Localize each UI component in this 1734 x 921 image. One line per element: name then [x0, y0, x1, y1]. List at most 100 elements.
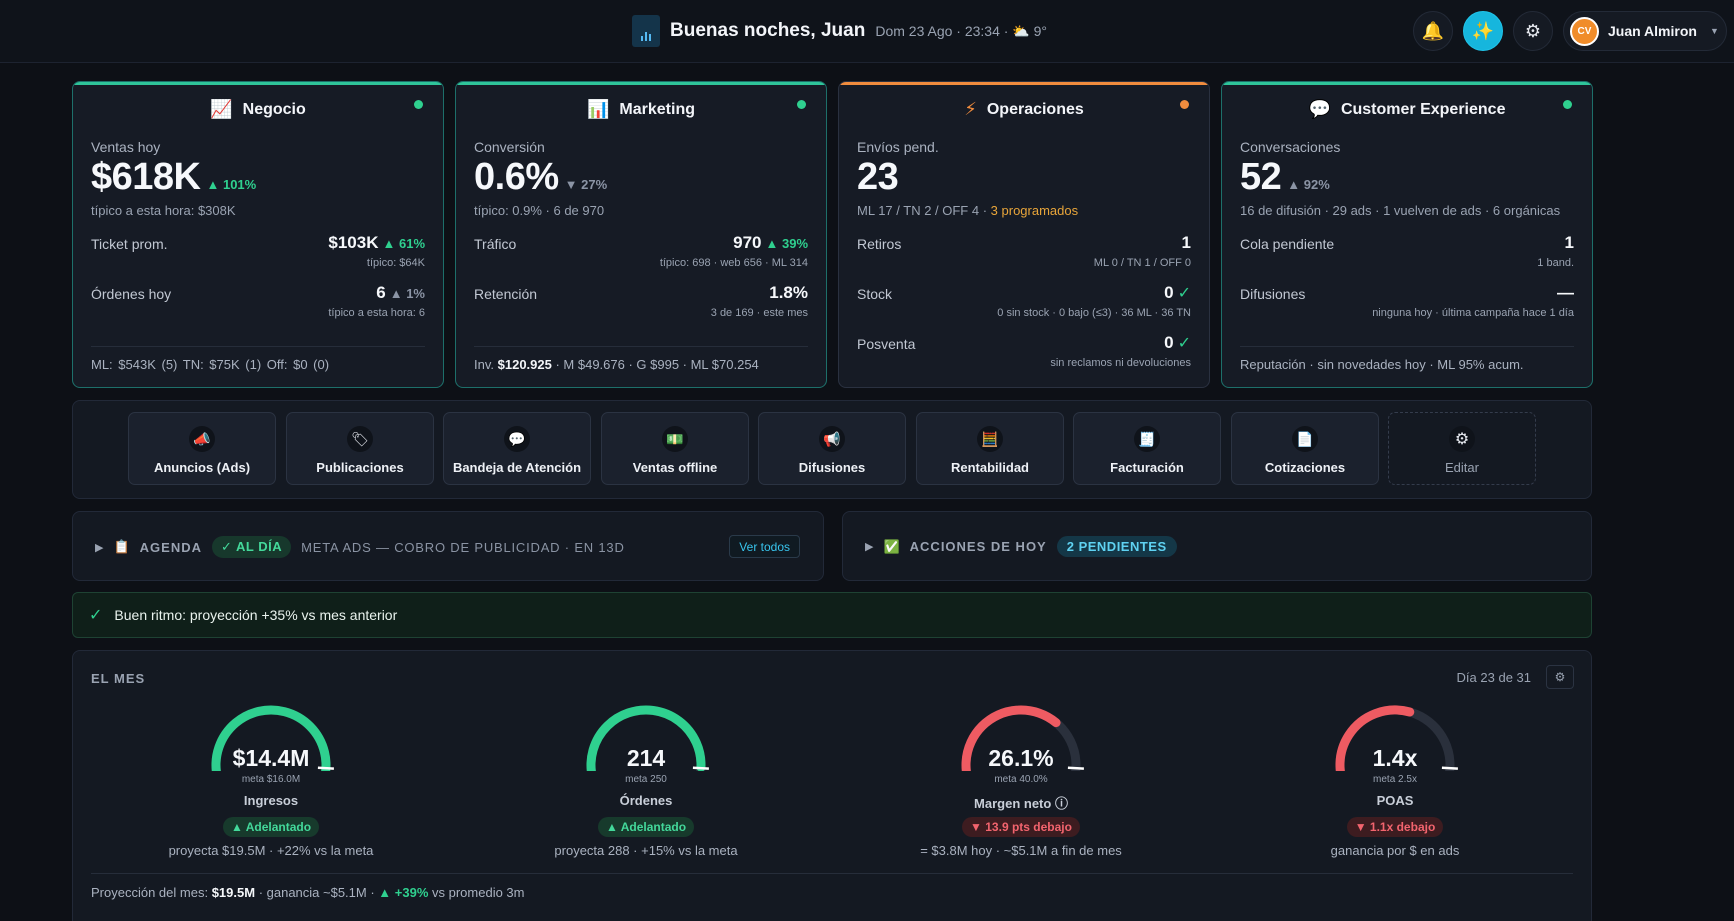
expand-triangle-icon[interactable]: ▶: [95, 541, 104, 554]
money-icon: 💵: [662, 426, 688, 452]
metric-row-trafico: Tráfico 970 ▲ 39% típico: 698 · web 656 ·…: [474, 232, 808, 272]
main-value: 23: [857, 156, 899, 198]
status-dot: [797, 100, 806, 109]
metric-row-ticket: Ticket prom. $103K ▲ 61% típico: $64K: [91, 232, 425, 272]
agenda-label: AGENDA: [139, 539, 202, 555]
row-detail: 1 band.: [1537, 257, 1574, 269]
chart-up-icon: 📈: [210, 99, 233, 119]
pending-badge: 2 PENDIENTES: [1056, 536, 1177, 557]
main-value: 0.6%: [474, 156, 559, 198]
main-metric: 0.6% ▼ 27%: [474, 156, 607, 199]
row-detail: 3 de 169 · este mes: [710, 307, 808, 319]
main-delta: ▼ 27%: [564, 177, 608, 192]
expand-triangle-icon[interactable]: ▶: [865, 541, 874, 553]
shortcut-ventas-offline[interactable]: 💵 Ventas offline: [601, 412, 749, 485]
app-logo[interactable]: [632, 15, 660, 47]
greeting-text: Buenas noches, Juan: [670, 20, 866, 41]
row-detail: típico a esta hora: 6: [328, 307, 425, 319]
gauge-arc: [586, 705, 709, 771]
gauge-arc: [961, 705, 1084, 771]
row-detail: típico: 698 · web 656 · ML 314: [659, 257, 808, 269]
acciones-panel[interactable]: ▶ ✅ ACCIONES DE HOY 2 PENDIENTES: [842, 511, 1592, 581]
check-icon: ✓: [1177, 335, 1191, 352]
main-metric: 52 ▲ 92%: [1240, 156, 1330, 199]
speech-bubble-icon: 💬: [1308, 99, 1331, 119]
shortcut-editar[interactable]: ⚙ Editar: [1388, 412, 1536, 485]
row-value: —: [1557, 283, 1574, 302]
sparkles-icon: ✨: [1471, 20, 1495, 41]
row-value: 0 ✓: [1164, 333, 1191, 352]
acciones-label: ACCIONES DE HOY: [909, 539, 1047, 554]
receipt-icon: 🧾: [1134, 426, 1160, 452]
gauge-meta: meta 40.0%: [994, 774, 1048, 785]
abacus-icon: 🧮: [977, 426, 1003, 452]
main-delta: ▲ 101%: [206, 177, 257, 192]
card-accent-line: [1222, 82, 1592, 85]
user-menu[interactable]: CV Juan Almiron ▼: [1563, 11, 1727, 51]
shortcut-bandeja[interactable]: 💬 Bandeja de Atención: [443, 412, 591, 485]
datetime-text: Dom 23 Ago · 23:34 · ⛅ 9°: [875, 22, 1048, 39]
month-settings-button[interactable]: ⚙: [1546, 665, 1574, 689]
shortcut-cotizaciones[interactable]: 📄 Cotizaciones: [1231, 412, 1379, 485]
gauge-badge: ▲ Adelantado: [141, 817, 401, 837]
row-label: Stock: [857, 286, 893, 302]
gauge-poas[interactable]: 1.4x meta 2.5x POAS ▼ 1.1x debajo gananc…: [1265, 701, 1525, 861]
gauge-badge: ▼ 13.9 pts debajo: [891, 817, 1151, 837]
main-label: Envíos pend.: [857, 139, 939, 155]
row-value: 0 ✓: [1164, 283, 1191, 302]
gear-icon: ⚙: [1449, 426, 1475, 452]
card-customer-experience[interactable]: 💬 Customer Experience Conversaciones 52 ▲ …: [1221, 81, 1593, 388]
gauge-target-marker: [1441, 766, 1458, 770]
gauge-meta: meta 250: [625, 774, 667, 785]
row-value: 1: [1181, 233, 1191, 252]
agenda-panel[interactable]: ▶ 📋 AGENDA ✓ AL DÍA META ADS — COBRO DE …: [72, 511, 824, 581]
card-marketing[interactable]: 📊 Marketing Conversión 0.6% ▼ 27% típico: …: [455, 81, 827, 388]
user-name: Juan Almiron: [1608, 23, 1697, 39]
status-dot: [414, 100, 423, 109]
row-detail: sin reclamos ni devoluciones: [1050, 357, 1191, 369]
ver-todos-button[interactable]: Ver todos: [729, 535, 800, 558]
shortcut-difusiones[interactable]: 📢 Difusiones: [758, 412, 906, 485]
gauge-ordenes[interactable]: 214 meta 250 Órdenes ▲ Adelantado proyec…: [516, 701, 776, 861]
partly-cloudy-icon: ⛅: [1012, 22, 1030, 39]
month-footer: Proyección del mes: $19.5M · ganancia ~$…: [91, 873, 1573, 900]
main-value: 52: [1240, 156, 1282, 198]
shortcut-publicaciones[interactable]: 🏷 Publicaciones: [286, 412, 434, 485]
chat-bubble-icon: 💬: [504, 426, 530, 452]
main-sub: ML 17 / TN 2 / OFF 4 · 3 programados: [857, 203, 1079, 218]
ai-assistant-button[interactable]: ✨: [1463, 11, 1503, 51]
card-negocio[interactable]: 📈 Negocio Ventas hoy $618K ▲ 101% típico a…: [72, 81, 444, 388]
main-label: Ventas hoy: [91, 139, 161, 155]
main-label: Conversaciones: [1240, 139, 1341, 155]
section-title: EL MES: [91, 671, 146, 686]
card-footer: Inv. $120.925 · M $49.676 · G $995 · ML …: [474, 346, 808, 372]
clipboard-icon: 📋: [113, 539, 130, 554]
row-label: Ticket prom.: [91, 236, 168, 252]
tag-icon: 🏷: [347, 426, 373, 452]
gauge-value: 214: [626, 745, 666, 771]
gauge-ingresos[interactable]: $14.4M meta $16.0M Ingresos ▲ Adelantado…: [141, 701, 401, 861]
programados-link[interactable]: 3 programados: [990, 203, 1079, 218]
gauge-meta: meta 2.5x: [1373, 774, 1417, 785]
card-title: 📈 Negocio: [210, 99, 306, 119]
gauge-margen[interactable]: 26.1% meta 40.0% Margen neto ⓘ ▼ 13.9 pt…: [891, 701, 1151, 861]
gauge-target-marker: [1067, 766, 1084, 770]
gauge-projection: = $3.8M hoy · ~$5.1M a fin de mes: [920, 843, 1122, 858]
row-detail: típico: $64K: [366, 257, 425, 269]
card-operaciones[interactable]: ⚡ Operaciones Envíos pend. 23 ML 17 / TN …: [838, 81, 1210, 388]
settings-button[interactable]: ⚙: [1513, 11, 1553, 51]
lightning-icon: ⚡: [964, 99, 977, 119]
shortcut-anuncios[interactable]: 📣 Anuncios (Ads): [128, 412, 276, 485]
row-label: Difusiones: [1240, 286, 1306, 302]
card-title: 💬 Customer Experience: [1308, 99, 1506, 119]
row-value: 1.8%: [769, 283, 808, 302]
shortcut-facturacion[interactable]: 🧾 Facturación: [1073, 412, 1221, 485]
notifications-button[interactable]: 🔔: [1413, 11, 1453, 51]
main-sub: típico a esta hora: $308K: [91, 203, 236, 218]
check-icon: ✓: [1177, 285, 1191, 302]
main-metric: 23: [857, 156, 899, 199]
main-value: $618K: [91, 156, 201, 198]
metric-row-retencion: Retención 1.8% 3 de 169 · este mes: [474, 282, 808, 322]
gauge-badge: ▼ 1.1x debajo: [1265, 817, 1525, 837]
shortcut-rentabilidad[interactable]: 🧮 Rentabilidad: [916, 412, 1064, 485]
